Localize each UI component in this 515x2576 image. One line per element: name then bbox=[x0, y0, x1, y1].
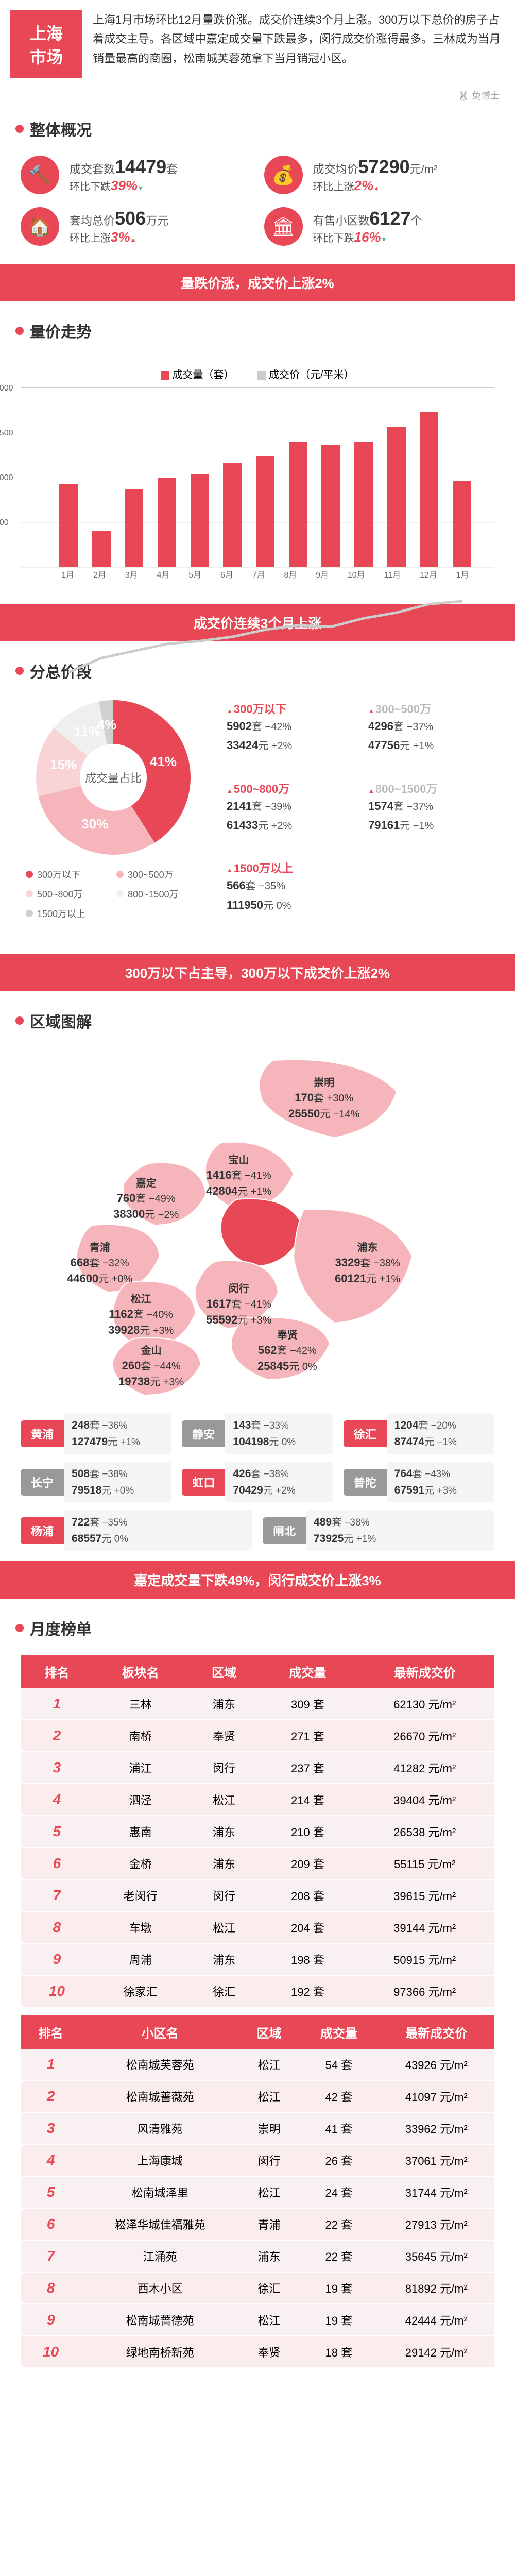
district-label: 青浦 668套 −32% 44600元 +0% bbox=[67, 1241, 132, 1287]
district-row: 杨浦 722套 −35%68557元 0% 闸北 489套 −38%73925元… bbox=[0, 1510, 515, 1551]
district-label: 嘉定 760套 −49% 38300元 −2% bbox=[113, 1176, 179, 1223]
banner-3: 300万以下占主导，300万以下成交价上涨2% bbox=[0, 954, 515, 991]
trend-chart: 成交量（套） 成交价（元/平米） 075001500022500300001月2… bbox=[0, 350, 515, 594]
banner-4: 嘉定成交量下跌49%，闵行成交价上涨3% bbox=[0, 1561, 515, 1599]
district-label: 奉贤 562套 −42% 25845元 0% bbox=[258, 1328, 317, 1375]
stat-icon: 🔨 bbox=[21, 156, 59, 194]
district-row: 黄浦 248套 −36%127479元 +1% 静安 143套 −33%1041… bbox=[0, 1413, 515, 1454]
stat-icon: 🏠 bbox=[21, 207, 59, 246]
stat-icon: 🏛 bbox=[264, 207, 303, 246]
district-label: 松江 1162套 −40% 39928元 +3% bbox=[108, 1292, 174, 1338]
market-badge: 上海市场 bbox=[10, 10, 82, 78]
stats-grid: 🔨 成交套数14479套 环比下跌39% 💰 成交均价57290元/m² 环比上… bbox=[0, 148, 515, 253]
map-section: 崇明 170套 +30% 25550元 −14% 宝山 1416套 −41% 4… bbox=[0, 1040, 515, 1413]
header-summary: 上海1月市场环比12月量跌价涨。成交价连续3个月上涨。300万以下总价的房子占着… bbox=[93, 10, 505, 78]
section-ranking: 月度榜单 bbox=[0, 1609, 515, 1647]
district-pill: 普陀 764套 −43%67591元 +3% bbox=[344, 1462, 494, 1502]
stat-item: 🏛 有售小区数6127个 环比下跌16% bbox=[264, 207, 495, 246]
ranking-table-2: 排名小区名区域成交量最新成交价1松南城芙蓉苑松江54 套43926 元/m²2松… bbox=[21, 2015, 494, 2368]
district-label: 浦东 3329套 −38% 60121元 +1% bbox=[335, 1241, 400, 1287]
district-row: 长宁 508套 −38%79518元 +0% 虹口 426套 −38%70429… bbox=[0, 1462, 515, 1502]
banner-1: 量跌价涨，成交价上涨2% bbox=[0, 264, 515, 301]
price-block: 1500万以上 566套 −35% 111950元 0% bbox=[227, 859, 353, 933]
district-label: 闵行 1617套 −41% 55592元 +3% bbox=[206, 1282, 271, 1328]
ranking-table-1: 排名板块名区域成交量最新成交价1三林浦东309 套62130 元/m²2南桥奉贤… bbox=[21, 1655, 494, 2008]
district-pill: 静安 143套 −33%104198元 0% bbox=[182, 1413, 333, 1454]
district-pill: 黄浦 248套 −36%127479元 +1% bbox=[21, 1413, 171, 1454]
mascot-logo: 🐰 兔博士 bbox=[0, 89, 515, 110]
district-pill: 长宁 508套 −38%79518元 +0% bbox=[21, 1462, 171, 1502]
section-trend: 量价走势 bbox=[0, 312, 515, 350]
district-label: 金山 260套 −44% 19738元 +3% bbox=[118, 1344, 184, 1390]
pie-chart: 成交量占比 41%30%15%11%4% bbox=[36, 700, 191, 855]
stat-item: 🔨 成交套数14479套 环比下跌39% bbox=[21, 156, 251, 194]
district-pill: 虹口 426套 −38%70429元 +2% bbox=[182, 1462, 333, 1502]
pie-legend: 300万以下300~500万500~800万800~1500万1500万以上 bbox=[21, 855, 206, 933]
district-pill: 杨浦 722套 −35%68557元 0% bbox=[21, 1510, 252, 1551]
stat-item: 💰 成交均价57290元/m² 环比上涨2% bbox=[264, 156, 495, 194]
section-overview: 整体概况 bbox=[0, 110, 515, 148]
section-district: 区域图解 bbox=[0, 1002, 515, 1040]
stat-icon: 💰 bbox=[264, 156, 303, 194]
district-pill: 闸北 489套 −38%73925元 +1% bbox=[263, 1510, 494, 1551]
district-pill: 徐汇 1204套 −20%87474元 −1% bbox=[344, 1413, 494, 1454]
district-label: 宝山 1416套 −41% 42804元 +1% bbox=[206, 1153, 271, 1199]
district-label: 崇明 170套 +30% 25550元 −14% bbox=[288, 1076, 359, 1122]
stat-item: 🏠 套均总价506万元 环比上涨3% bbox=[21, 207, 251, 246]
